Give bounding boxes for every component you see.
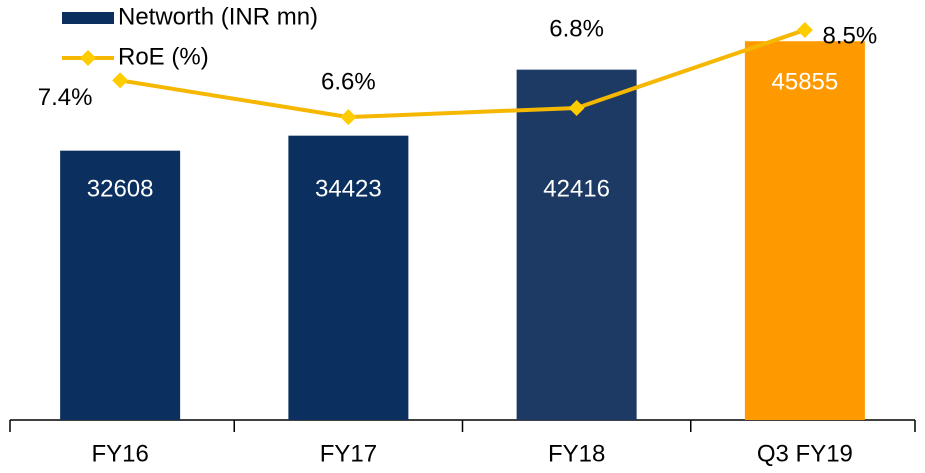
bar-value-label: 32608 — [87, 175, 154, 202]
bar — [516, 69, 637, 421]
line-marker — [568, 99, 585, 116]
x-tick-label: FY17 — [320, 440, 377, 467]
bar-value-label: 45855 — [772, 69, 839, 96]
line-value-label: 6.6% — [321, 68, 376, 95]
legend-marker — [80, 50, 96, 66]
line-value-label: 7.4% — [38, 84, 93, 111]
legend-label: RoE (%) — [118, 43, 209, 70]
bar — [288, 135, 409, 420]
line-value-label: 6.8% — [549, 15, 604, 42]
line-value-label: 8.5% — [823, 22, 878, 49]
legend-label: Networth (INR mn) — [118, 3, 318, 30]
x-tick-label: Q3 FY19 — [757, 440, 853, 467]
line-marker — [112, 72, 129, 89]
bar-value-label: 34423 — [315, 175, 382, 202]
line — [119, 28, 806, 120]
bar — [744, 41, 865, 420]
line-marker — [796, 21, 813, 38]
bar — [60, 150, 181, 421]
legend-swatch — [62, 12, 114, 24]
x-tick-label: FY16 — [91, 440, 148, 467]
bar-value-label: 42416 — [543, 175, 610, 202]
x-tick-label: FY18 — [548, 440, 605, 467]
line-marker — [340, 109, 357, 126]
